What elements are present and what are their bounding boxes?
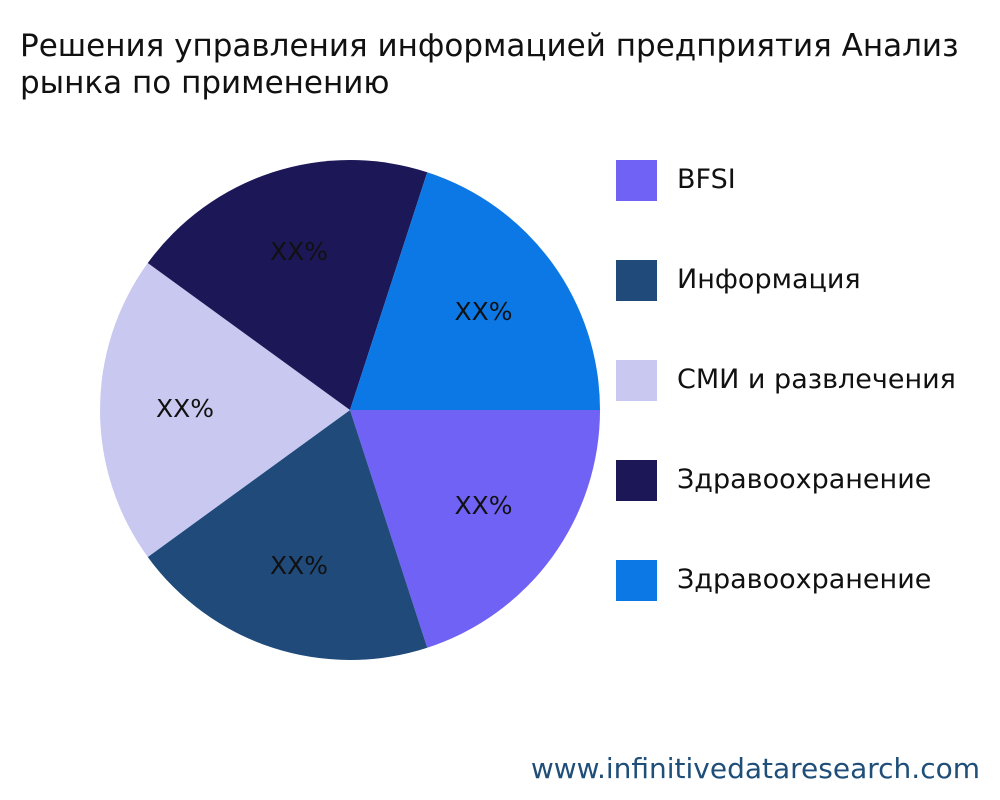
pie-slice-1 <box>350 410 600 648</box>
legend-label: BFSI <box>677 164 736 195</box>
pie-data-label-4: XX% <box>270 237 328 266</box>
legend-swatch <box>616 460 657 501</box>
legend-swatch <box>616 560 657 601</box>
pie-data-label-1: XX% <box>454 491 512 520</box>
chart-legend: BFSI Информация СМИ и развлечения Здравоохр… <box>616 160 1000 660</box>
pie-slice-3 <box>100 263 350 557</box>
pie-slice-2 <box>147 410 428 660</box>
pie-data-label-2: XX% <box>270 551 328 580</box>
legend-swatch <box>616 260 657 301</box>
legend-item-2: Информация <box>616 260 1000 301</box>
pie-slice-4 <box>147 160 428 410</box>
legend-item-1: BFSI <box>616 160 1000 201</box>
pie-labels: XX% XX% XX% XX% XX% <box>156 237 513 580</box>
legend-item-4: Здравоохранение <box>616 460 1000 501</box>
legend-label: Информация <box>677 264 861 295</box>
legend-item-5: Здравоохранение <box>616 560 1000 601</box>
chart-title: Решения управления информацией предприят… <box>20 28 959 101</box>
legend-swatch <box>616 360 657 401</box>
legend-label: Здравоохранение <box>677 464 932 495</box>
legend-label: Здравоохранение <box>677 564 932 595</box>
legend-swatch <box>616 160 657 201</box>
pie-slices <box>100 160 600 660</box>
pie-data-label-5: XX% <box>454 297 512 326</box>
pie-slice-5 <box>350 172 600 410</box>
pie-data-label-3: XX% <box>156 394 214 423</box>
legend-item-3: СМИ и развлечения <box>616 360 1000 401</box>
legend-label: СМИ и развлечения <box>677 364 956 395</box>
watermark-url[interactable]: www.infinitivedataresearch.com <box>530 752 980 785</box>
